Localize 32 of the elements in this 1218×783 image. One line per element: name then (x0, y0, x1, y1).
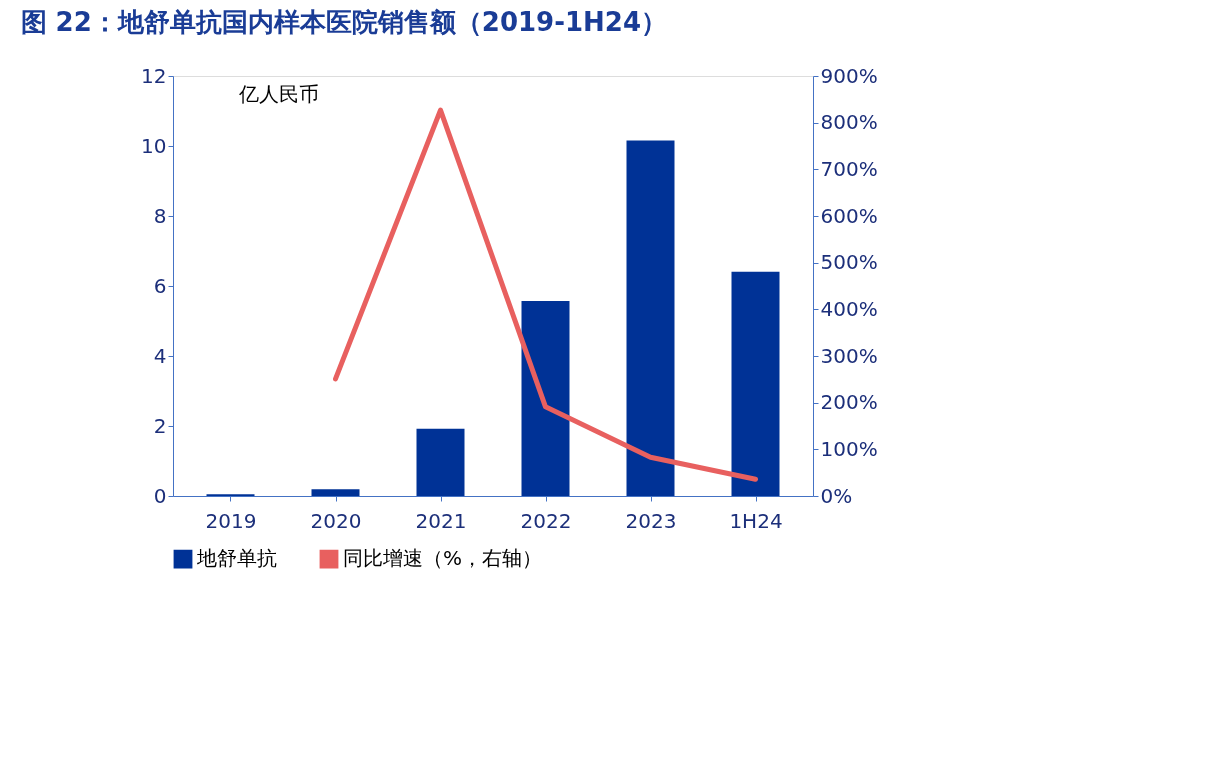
x-tick-label: 2021 (415, 508, 467, 533)
y2-tick-label: 600% (820, 203, 878, 228)
y2-tick-label: 800% (820, 110, 878, 135)
y2-tick-label: 0% (820, 483, 853, 508)
x-tick-label: 1H24 (729, 508, 783, 533)
bar (311, 489, 360, 496)
y2-tick-label: 200% (820, 390, 878, 415)
y2-tick-label: 300% (820, 343, 878, 368)
y-tick-label: 0 (153, 483, 167, 508)
legend-label: 同比增速（%，右轴） (343, 546, 543, 571)
y-tick-label: 6 (153, 273, 167, 298)
y-tick-label: 2 (153, 413, 167, 438)
y2-tick-label: 700% (820, 156, 878, 181)
bar (521, 301, 570, 496)
y2-tick-label: 500% (820, 250, 878, 275)
y2-tick-label: 100% (820, 436, 878, 461)
y2-tick-label: 900% (820, 63, 878, 88)
x-tick-label: 2019 (205, 508, 257, 533)
legend-label: 地舒单抗 (196, 546, 277, 571)
x-tick-label: 2020 (310, 508, 362, 533)
bar (731, 271, 780, 496)
x-tick-label: 2022 (520, 508, 572, 533)
y2-tick-label: 400% (820, 296, 878, 321)
y-tick-label: 10 (141, 133, 167, 158)
y-tick-label: 4 (153, 343, 167, 368)
bar (626, 140, 675, 496)
y-tick-label: 8 (153, 203, 167, 228)
x-tick-label: 2023 (625, 508, 677, 533)
bar (416, 428, 465, 496)
y-axis-title: 亿人民币 (237, 81, 319, 106)
y-tick-label: 12 (141, 63, 167, 88)
chart-title: 图 22：地舒单抗国内样本医院销售额（2019-1H24） (20, 7, 667, 37)
